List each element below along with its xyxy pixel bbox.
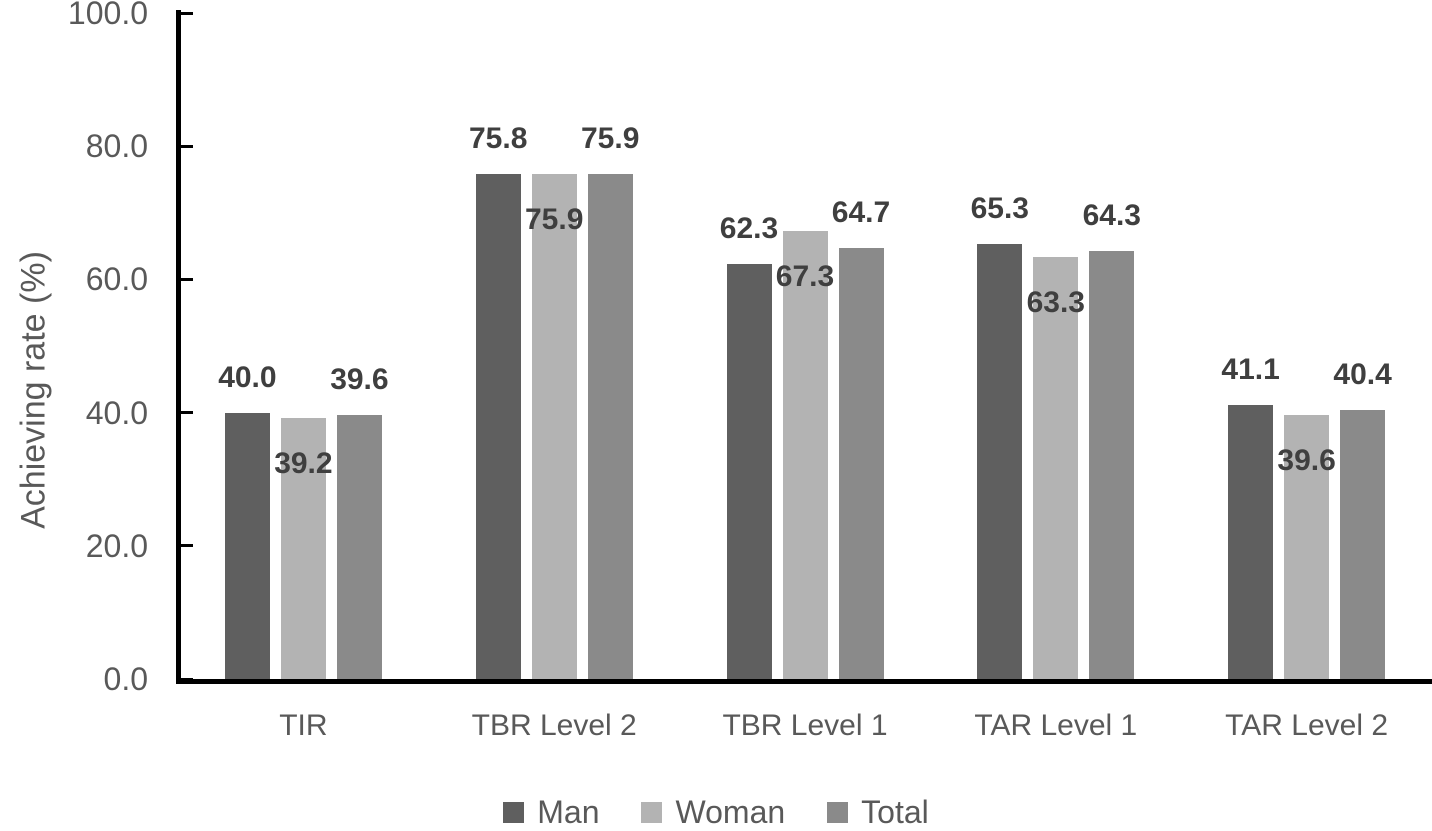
y-tick-label: 20.0 <box>85 527 148 564</box>
y-tick-mark <box>181 277 193 281</box>
legend-swatch-man <box>503 802 525 823</box>
bar-total-tbr-level-1 <box>838 248 884 679</box>
category-label-tar-level-2: TAR Level 2 <box>1225 709 1389 742</box>
value-label-total-tar-level-2: 40.4 <box>1333 357 1392 391</box>
y-axis-line <box>176 10 181 684</box>
bar-total-tar-level-1 <box>1089 250 1135 679</box>
bar-total-tbr-level-2 <box>587 173 633 679</box>
bar-total-tir <box>336 415 382 679</box>
category-label-tar-level-1: TAR Level 1 <box>974 709 1138 742</box>
value-label-man-tar-level-1: 65.3 <box>970 192 1029 226</box>
y-tick-mark <box>181 144 193 148</box>
legend-item-total: Total <box>827 794 929 831</box>
bar-woman-tbr-level-1 <box>782 230 828 679</box>
bar-woman-tir <box>280 417 326 679</box>
legend-label-total: Total <box>861 794 929 830</box>
legend-swatch-woman <box>641 802 663 823</box>
value-label-woman-tar-level-2: 39.6 <box>1277 444 1336 478</box>
value-label-total-tbr-level-1: 64.7 <box>831 196 891 230</box>
bar-man-tar-level-2 <box>1228 405 1274 679</box>
value-label-total-tir: 39.6 <box>330 363 389 397</box>
bar-man-tar-level-1 <box>977 244 1023 679</box>
legend-item-man: Man <box>503 794 599 831</box>
bar-woman-tar-level-2 <box>1284 415 1330 679</box>
value-label-man-tar-level-2: 41.1 <box>1221 353 1280 387</box>
bar-man-tbr-level-1 <box>726 264 772 679</box>
category-label-tbr-level-2: TBR Level 2 <box>471 709 637 742</box>
bar-man-tir <box>224 412 270 679</box>
y-tick-label: 80.0 <box>85 128 148 165</box>
bar-woman-tbr-level-2 <box>531 173 577 679</box>
legend: Man Woman Total <box>0 794 1432 831</box>
value-label-total-tbr-level-2: 75.9 <box>580 121 640 155</box>
category-label-tbr-level-1: TBR Level 1 <box>722 709 888 742</box>
value-label-man-tbr-level-2: 75.8 <box>468 122 528 156</box>
value-label-total-tar-level-1: 64.3 <box>1082 198 1141 232</box>
plot-area: 40.0 39.2 39.6 75.8 75.9 75.9 62.3 67.3 64.7 65.3… <box>178 13 1432 679</box>
legend-item-woman: Woman <box>641 794 785 831</box>
value-label-man-tir: 40.0 <box>218 360 277 394</box>
y-tick-mark <box>181 544 193 548</box>
y-tick-mark <box>181 677 193 681</box>
legend-label-woman: Woman <box>675 794 786 830</box>
category-label-tir: TIR <box>279 709 328 742</box>
bar-total-tar-level-2 <box>1340 409 1386 679</box>
y-tick-label: 0.0 <box>103 661 148 697</box>
y-tick-label: 60.0 <box>85 261 148 298</box>
legend-label-man: Man <box>537 794 600 830</box>
y-tick-mark <box>181 11 193 15</box>
legend-swatch-total <box>827 802 849 823</box>
bar-man-tbr-level-2 <box>475 174 521 679</box>
value-label-woman-tar-level-1: 63.3 <box>1026 286 1085 320</box>
y-tick-mark <box>181 411 193 415</box>
y-tick-label: 100.0 <box>67 0 148 31</box>
y-tick-label: 40.0 <box>85 394 148 431</box>
bar-woman-tar-level-1 <box>1033 257 1079 679</box>
value-label-man-tbr-level-1: 62.3 <box>719 212 779 246</box>
value-label-woman-tbr-level-1: 67.3 <box>775 259 835 293</box>
value-label-woman-tir: 39.2 <box>274 446 333 480</box>
value-label-woman-tbr-level-2: 75.9 <box>524 202 584 236</box>
x-axis-line <box>176 679 1432 684</box>
